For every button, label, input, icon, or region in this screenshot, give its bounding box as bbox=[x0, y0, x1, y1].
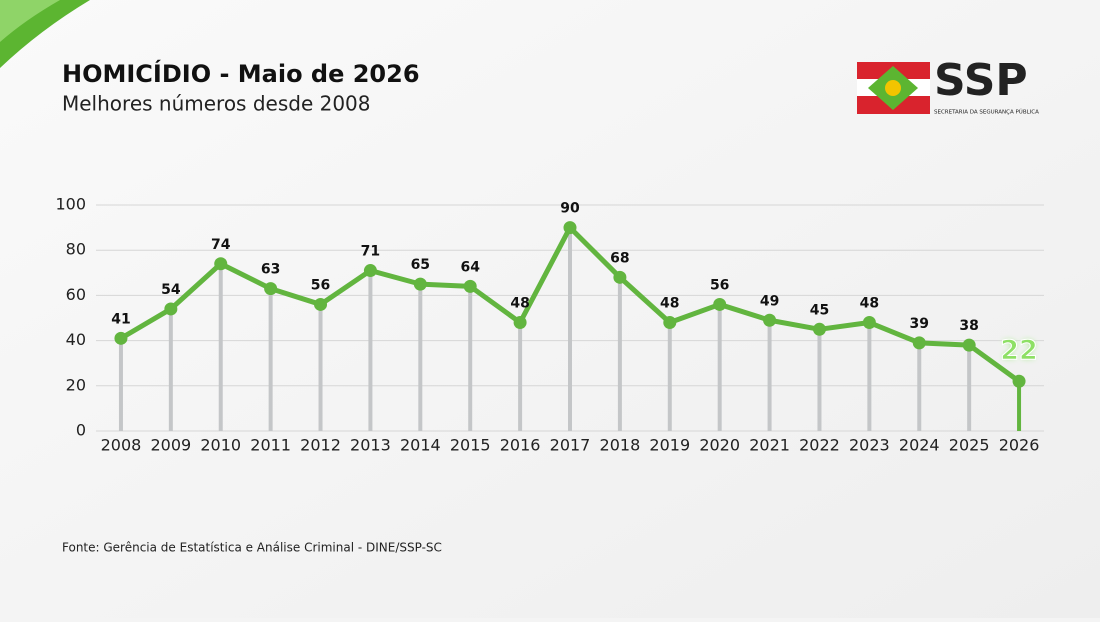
x-tick-label: 2015 bbox=[450, 436, 491, 455]
y-tick-label: 60 bbox=[66, 285, 86, 304]
data-label: 74 bbox=[211, 237, 231, 253]
y-tick-label: 100 bbox=[55, 195, 86, 214]
data-label: 49 bbox=[760, 293, 779, 309]
logo: SSP SECRETARIA DA SEGURANÇA PÚBLICA bbox=[857, 55, 1039, 116]
data-label: 65 bbox=[411, 257, 430, 273]
data-label: 48 bbox=[660, 296, 679, 312]
data-label: 41 bbox=[111, 311, 130, 327]
y-tick-label: 20 bbox=[66, 375, 86, 394]
data-label: 54 bbox=[161, 282, 181, 298]
x-tick-label: 2023 bbox=[849, 436, 890, 455]
y-tick-label: 0 bbox=[76, 421, 86, 440]
y-tick-label: 40 bbox=[66, 330, 86, 349]
x-tick-label: 2010 bbox=[200, 436, 241, 455]
point bbox=[413, 277, 427, 291]
point bbox=[363, 264, 377, 278]
data-label: 90 bbox=[560, 201, 580, 217]
point bbox=[563, 221, 577, 235]
x-tick-label: 2008 bbox=[101, 436, 142, 455]
x-tick-label: 2014 bbox=[400, 436, 441, 455]
x-tick-label: 2024 bbox=[899, 436, 940, 455]
point bbox=[314, 297, 328, 311]
x-tick-label: 2013 bbox=[350, 436, 391, 455]
x-tick-label: 2021 bbox=[749, 436, 790, 455]
point bbox=[613, 270, 627, 284]
data-label: 22 bbox=[1000, 335, 1038, 366]
data-label: 71 bbox=[361, 244, 380, 260]
x-tick-label: 2019 bbox=[649, 436, 690, 455]
point bbox=[463, 279, 477, 293]
corner-accent bbox=[0, 0, 60, 42]
logo-caption: SECRETARIA DA SEGURANÇA PÚBLICA bbox=[934, 109, 1039, 116]
point bbox=[264, 282, 278, 296]
data-label: 63 bbox=[261, 262, 280, 278]
point bbox=[214, 257, 228, 271]
data-label: 38 bbox=[959, 318, 978, 334]
point bbox=[812, 322, 826, 336]
data-label: 48 bbox=[860, 296, 879, 312]
data-label: 68 bbox=[610, 250, 629, 266]
x-tick-label: 2026 bbox=[999, 436, 1040, 455]
point bbox=[862, 316, 876, 330]
chart-title: HOMICÍDIO - Maio de 2026 bbox=[62, 59, 420, 88]
point bbox=[663, 316, 677, 330]
x-tick-label: 2011 bbox=[250, 436, 291, 455]
source-note: Fonte: Gerência de Estatística e Análise… bbox=[62, 541, 442, 555]
flag-emblem bbox=[885, 80, 901, 96]
data-label: 45 bbox=[810, 302, 829, 318]
data-label: 56 bbox=[311, 277, 330, 293]
point bbox=[962, 338, 976, 352]
data-label: 56 bbox=[710, 277, 729, 293]
logo-text: SSP bbox=[934, 55, 1028, 106]
data-label: 64 bbox=[460, 259, 480, 275]
x-tick-label: 2020 bbox=[699, 436, 740, 455]
x-tick-label: 2012 bbox=[300, 436, 341, 455]
chart-subtitle: Melhores números desde 2008 bbox=[62, 92, 371, 116]
point bbox=[164, 302, 178, 316]
data-label: 39 bbox=[910, 316, 929, 332]
data-label: 48 bbox=[510, 296, 529, 312]
point bbox=[912, 336, 926, 350]
x-tick-label: 2016 bbox=[500, 436, 541, 455]
y-tick-label: 80 bbox=[66, 240, 86, 259]
point bbox=[114, 331, 128, 345]
point bbox=[763, 313, 777, 327]
x-tick-label: 2017 bbox=[550, 436, 591, 455]
point bbox=[1012, 374, 1026, 388]
x-tick-label: 2018 bbox=[600, 436, 641, 455]
x-tick-label: 2009 bbox=[150, 436, 191, 455]
x-tick-label: 2025 bbox=[949, 436, 990, 455]
point bbox=[713, 297, 727, 311]
point bbox=[513, 316, 527, 330]
x-tick-label: 2022 bbox=[799, 436, 840, 455]
